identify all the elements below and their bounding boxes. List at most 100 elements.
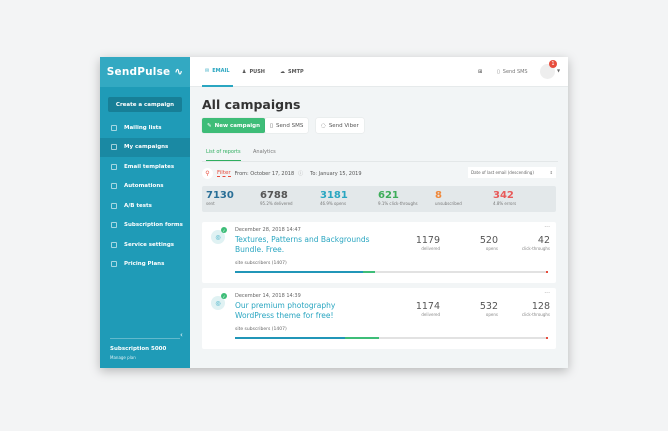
sidebar: SendPulse ∿ Create a campaign Mailing li… — [100, 57, 190, 368]
sidebar-item-ab-tests[interactable]: A/B tests — [100, 196, 190, 216]
sidebar-item-automations[interactable]: Automations — [100, 177, 190, 197]
label: EMAIL — [212, 68, 230, 74]
label: Date of last email (descending) — [471, 170, 534, 175]
metric-opens: 520 opens — [480, 235, 498, 251]
phone-icon: ▯ — [270, 122, 274, 129]
value: 1179 — [415, 235, 440, 246]
stat-3: 621 9.1% click-throughs — [378, 190, 418, 206]
label: SMTP — [288, 69, 304, 75]
filter-button[interactable]: Filter — [217, 170, 231, 177]
errors-fill — [546, 337, 548, 339]
label: click-throughs — [521, 246, 550, 251]
metric-delivered: 1179 delivered — [416, 235, 440, 251]
metric-opens: 532 opens — [480, 301, 498, 317]
logo-text: SendPulse — [106, 66, 171, 78]
errors-fill — [546, 271, 548, 273]
campaign-date: December 28, 2018 14:47 — [235, 227, 301, 233]
campaign-card[interactable]: ◎ ✓ ··· December 28, 2018 14:47 Textures,… — [202, 222, 556, 283]
logo[interactable]: SendPulse ∿ — [100, 57, 190, 87]
tab-analytics[interactable]: Analytics — [253, 149, 276, 155]
create-campaign-button[interactable]: Create a campaign — [108, 97, 182, 112]
manage-plan-link[interactable]: Manage plan — [110, 355, 136, 360]
stat-5: 342 4.8% errors — [493, 190, 516, 206]
send-viber-button[interactable]: ◌ Send Viber — [316, 118, 364, 133]
email-campaign-icon: ◎ — [211, 230, 225, 244]
campaign-card[interactable]: ◎ ✓ ··· December 14, 2018 14:39 Our premi… — [202, 288, 556, 349]
value: 1174 — [415, 301, 440, 312]
label: Send SMS — [502, 69, 528, 75]
label: Mailing lists — [124, 124, 162, 131]
select-arrows-icon: ⇕ — [549, 170, 553, 175]
campaign-title[interactable]: Textures, Patterns and Backgrounds Bundl… — [235, 235, 370, 254]
label: Send Viber — [328, 122, 359, 129]
label: PUSH — [249, 69, 265, 75]
label: opens — [485, 312, 498, 317]
date-to[interactable]: To: January 15, 2019 — [310, 170, 362, 177]
label: click-throughs — [521, 312, 550, 317]
sidebar-item-my-campaigns[interactable]: My campaigns — [100, 137, 190, 157]
more-options-icon[interactable]: ··· — [544, 224, 550, 231]
pricing-icon — [111, 261, 117, 268]
phone-icon: ▯ — [497, 69, 500, 75]
tab-list-of-reports[interactable]: List of reports — [206, 149, 241, 161]
value: 128 — [531, 301, 550, 312]
campaign-icon — [111, 144, 117, 151]
subscription-plan: Subscription 5000 — [110, 346, 167, 352]
chevron-down-icon[interactable]: ▼ — [557, 68, 561, 73]
stat-value: 6788 — [260, 190, 288, 201]
value: 42 — [537, 235, 550, 246]
metric-clicks: 42 click-throughs — [522, 235, 550, 251]
stat-label: unsubscribed — [435, 201, 462, 206]
tab-email[interactable]: ✉ EMAIL — [202, 57, 233, 87]
value: 520 — [479, 235, 498, 246]
divider — [110, 338, 180, 339]
automation-icon — [111, 183, 117, 190]
opens-fill — [235, 271, 364, 273]
label: Pricing Plans — [124, 261, 165, 268]
more-options-icon[interactable]: ··· — [544, 290, 550, 297]
list-icon — [111, 124, 117, 131]
sidebar-item-mailing-lists[interactable]: Mailing lists — [100, 118, 190, 138]
label: My campaigns — [124, 144, 169, 151]
progress-bar — [235, 337, 548, 339]
stat-label: 4.8% errors — [493, 201, 517, 206]
stat-2: 3181 46.9% opens — [320, 190, 348, 206]
tab-push[interactable]: ♟ PUSH — [242, 57, 265, 87]
clicks-fill — [344, 337, 379, 339]
collapse-sidebar-icon[interactable]: ‹ — [180, 331, 183, 339]
info-icon: ⓘ — [298, 171, 304, 177]
email-campaign-icon: ◎ — [211, 296, 225, 310]
label: Send SMS — [276, 122, 304, 129]
sidebar-item-pricing-plans[interactable]: Pricing Plans — [100, 255, 190, 275]
search-icon[interactable]: ⚲ — [202, 168, 213, 179]
campaign-audience: site subscribers (1407) — [235, 261, 287, 266]
send-sms-button[interactable]: ▯ Send SMS — [265, 118, 309, 133]
date-from[interactable]: From: October 17, 2018 — [234, 170, 295, 177]
stat-4: 8 unsubscribed — [435, 190, 462, 206]
sidebar-item-service-settings[interactable]: Service settings — [100, 235, 190, 255]
form-icon — [111, 222, 117, 229]
edit-icon: ✎ — [207, 122, 212, 129]
main-content: All campaigns ✎ New campaign ▯ Send SMS ◌ S… — [190, 87, 568, 368]
apps-grid-icon[interactable]: ⊞ — [478, 69, 483, 75]
check-icon: ✓ — [221, 227, 227, 233]
label: New campaign — [214, 122, 261, 129]
progress-bar — [235, 271, 548, 273]
top-bar: ✉ EMAIL ♟ PUSH ☁ SMTP ⊞ ▯ Send SMS 1 ▼ — [190, 57, 568, 87]
settings-icon — [111, 241, 117, 248]
label: Service settings — [124, 241, 175, 248]
tab-smtp[interactable]: ☁ SMTP — [280, 57, 304, 87]
template-icon — [111, 163, 117, 170]
sort-select[interactable]: Date of last email (descending) ⇕ — [468, 167, 556, 178]
label: Subscription forms — [124, 222, 183, 229]
stat-label: sent — [206, 201, 215, 206]
stat-1: 6788 95.2% delivered — [260, 190, 293, 206]
label: delivered — [421, 312, 440, 317]
new-campaign-button[interactable]: ✎ New campaign — [202, 118, 266, 133]
stat-label: 46.9% opens — [320, 201, 347, 206]
label: opens — [485, 246, 498, 251]
send-sms-link[interactable]: ▯ Send SMS — [497, 57, 528, 87]
campaign-title[interactable]: Our premium photography WordPress theme … — [235, 301, 336, 320]
sidebar-item-email-templates[interactable]: Email templates — [100, 157, 190, 177]
sidebar-item-subscription-forms[interactable]: Subscription forms — [100, 216, 190, 236]
